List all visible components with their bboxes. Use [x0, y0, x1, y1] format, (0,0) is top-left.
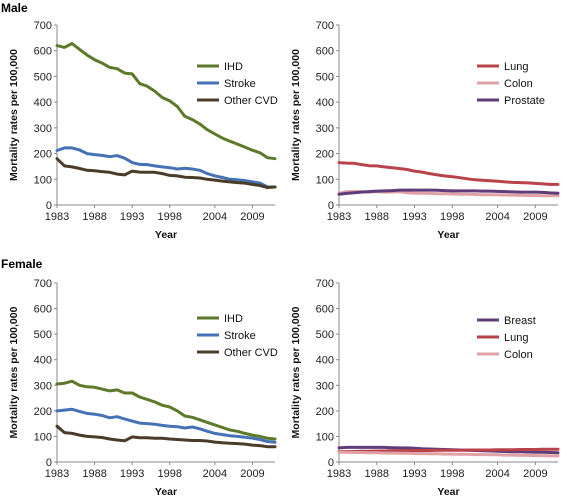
y-tick-label: 600 — [316, 304, 334, 316]
x-tick-label: 1983 — [45, 468, 69, 480]
y-axis-title: Mortality rates per 100,000 — [290, 306, 302, 438]
x-axis-title: Year — [437, 486, 459, 498]
x-tick-label: 2009 — [240, 211, 264, 223]
legend-label: IHD — [224, 61, 243, 73]
legend-label: Colon — [504, 78, 533, 90]
y-tick-label: 400 — [316, 355, 334, 367]
x-tick-label: 1983 — [45, 211, 69, 223]
y-tick-label: 200 — [34, 149, 52, 161]
x-tick-label: 2004 — [485, 468, 509, 480]
x-tick-label: 1993 — [120, 211, 144, 223]
series-line-colon — [337, 450, 560, 458]
y-tick-label: 200 — [316, 149, 334, 161]
x-tick-label: 1988 — [365, 211, 389, 223]
y-tick-label: 200 — [34, 406, 52, 418]
x-tick-label: 2004 — [203, 468, 227, 480]
legend-label: Other CVD — [224, 347, 278, 359]
chart-male-cancer: 0 100 200 300 400 500 600 700 1983 1988 1993 1998 20… — [290, 20, 560, 241]
legend-label: Stroke — [224, 78, 256, 90]
x-tick-label: 1993 — [120, 468, 144, 480]
x-tick-label: 1998 — [158, 211, 182, 223]
legend-label: Prostate — [504, 95, 545, 107]
x-axis-title: Year — [155, 229, 177, 241]
y-tick-label: 300 — [316, 380, 334, 392]
y-tick-label: 0 — [46, 457, 52, 469]
x-tick-label: 1993 — [402, 211, 426, 223]
y-tick-label: 200 — [316, 406, 334, 418]
legend-label: Breast — [504, 315, 536, 327]
y-tick-label: 300 — [316, 123, 334, 135]
series-line-lung — [337, 447, 560, 454]
series-line-prostate — [337, 188, 560, 196]
series-line-ihd — [55, 42, 277, 161]
legend-label: IHD — [224, 313, 243, 325]
series-line-stroke — [55, 146, 277, 189]
series-line-stroke — [55, 407, 277, 444]
x-tick-label: 1998 — [440, 468, 464, 480]
y-tick-label: 700 — [34, 278, 52, 290]
chart-male-cvd: 0 100 200 300 400 500 600 700 1983 1988 1993 1998 20… — [8, 20, 278, 241]
y-tick-label: 500 — [34, 71, 52, 83]
section-title-female: Female — [1, 257, 43, 271]
x-tick-label: 2009 — [523, 468, 547, 480]
series-line-other-cvd — [55, 157, 277, 189]
y-tick-label: 700 — [316, 278, 334, 290]
x-tick-label: 1983 — [327, 211, 351, 223]
y-tick-label: 700 — [34, 20, 52, 32]
y-tick-label: 100 — [316, 174, 334, 186]
x-tick-label: 1998 — [440, 211, 464, 223]
x-tick-label: 1983 — [327, 468, 351, 480]
y-tick-label: 0 — [46, 200, 52, 212]
x-axis-title: Year — [437, 229, 459, 241]
x-tick-label: 2009 — [523, 211, 547, 223]
y-axis-title: Mortality rates per 100,000 — [8, 306, 20, 438]
y-tick-label: 500 — [316, 329, 334, 341]
y-tick-label: 100 — [34, 174, 52, 186]
x-tick-label: 2004 — [203, 211, 227, 223]
y-tick-label: 600 — [316, 46, 334, 58]
y-tick-label: 0 — [328, 200, 334, 212]
x-axis-title: Year — [155, 486, 177, 498]
y-tick-label: 300 — [34, 380, 52, 392]
y-tick-label: 100 — [316, 431, 334, 443]
section-title-male: Male — [1, 1, 28, 15]
y-tick-label: 500 — [316, 71, 334, 83]
legend-label: Lung — [504, 61, 528, 73]
y-tick-label: 100 — [34, 431, 52, 443]
y-tick-label: 400 — [34, 97, 52, 109]
legend-label: Other CVD — [224, 95, 278, 107]
y-tick-label: 700 — [316, 20, 334, 32]
y-tick-label: 0 — [328, 457, 334, 469]
y-tick-label: 600 — [34, 46, 52, 58]
y-axis-title: Mortality rates per 100,000 — [290, 49, 302, 181]
chart-female-cvd: 0 100 200 300 400 500 600 700 1983 1988 1993 1998 20… — [8, 278, 278, 498]
x-tick-label: 1988 — [82, 211, 106, 223]
y-tick-label: 400 — [316, 97, 334, 109]
series-line-lung — [337, 161, 560, 186]
y-tick-label: 500 — [34, 329, 52, 341]
x-tick-label: 1998 — [158, 468, 182, 480]
x-tick-label: 2009 — [240, 468, 264, 480]
y-axis-title: Mortality rates per 100,000 — [8, 49, 20, 181]
series-line-other-cvd — [55, 424, 277, 449]
chart-female-cancer: 0 100 200 300 400 500 600 700 1983 1988 1993 1998 20… — [290, 278, 560, 498]
y-tick-label: 400 — [34, 355, 52, 367]
x-tick-label: 1988 — [365, 468, 389, 480]
x-tick-label: 2004 — [485, 211, 509, 223]
x-tick-label: 1988 — [82, 468, 106, 480]
x-tick-label: 1993 — [402, 468, 426, 480]
legend-label: Colon — [504, 349, 533, 361]
y-tick-label: 300 — [34, 123, 52, 135]
series-line-ihd — [55, 379, 277, 441]
legend-label: Stroke — [224, 330, 256, 342]
y-tick-label: 600 — [34, 304, 52, 316]
legend-label: Lung — [504, 332, 528, 344]
